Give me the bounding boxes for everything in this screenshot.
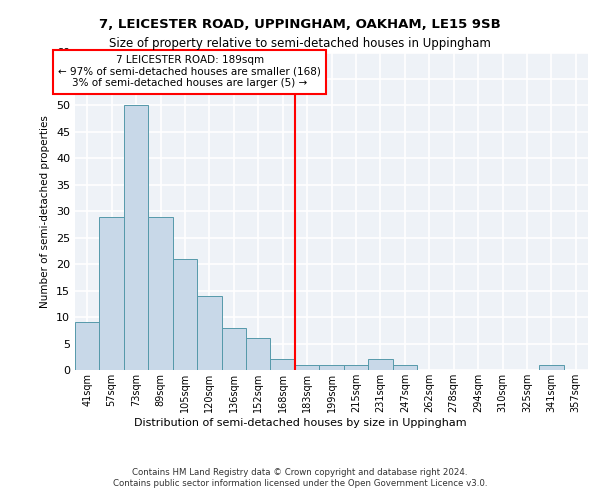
Text: 7, LEICESTER ROAD, UPPINGHAM, OAKHAM, LE15 9SB: 7, LEICESTER ROAD, UPPINGHAM, OAKHAM, LE… xyxy=(99,18,501,30)
Bar xyxy=(124,106,148,370)
Bar xyxy=(368,360,392,370)
Text: Size of property relative to semi-detached houses in Uppingham: Size of property relative to semi-detach… xyxy=(109,38,491,51)
Bar xyxy=(246,338,271,370)
Text: Distribution of semi-detached houses by size in Uppingham: Distribution of semi-detached houses by … xyxy=(134,418,466,428)
Text: 7 LEICESTER ROAD: 189sqm
← 97% of semi-detached houses are smaller (168)
3% of s: 7 LEICESTER ROAD: 189sqm ← 97% of semi-d… xyxy=(58,55,321,88)
Bar xyxy=(392,364,417,370)
Bar xyxy=(221,328,246,370)
Bar xyxy=(344,364,368,370)
Bar xyxy=(319,364,344,370)
Bar xyxy=(295,364,319,370)
Bar xyxy=(100,216,124,370)
Bar xyxy=(197,296,221,370)
Bar xyxy=(173,259,197,370)
Y-axis label: Number of semi-detached properties: Number of semi-detached properties xyxy=(40,115,50,308)
Bar xyxy=(75,322,100,370)
Bar xyxy=(148,216,173,370)
Bar xyxy=(271,360,295,370)
Text: Contains HM Land Registry data © Crown copyright and database right 2024.
Contai: Contains HM Land Registry data © Crown c… xyxy=(113,468,487,487)
Bar xyxy=(539,364,563,370)
